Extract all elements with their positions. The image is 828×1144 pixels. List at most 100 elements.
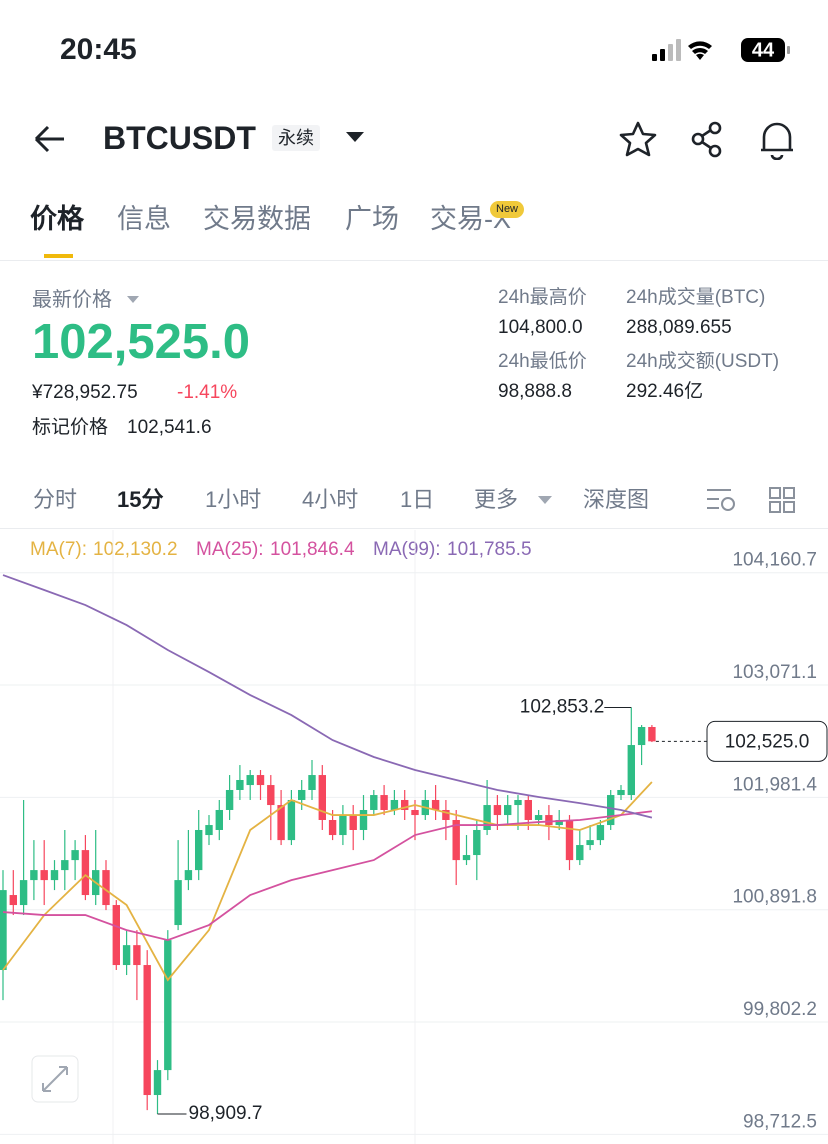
candle-body: [462, 855, 471, 861]
candle-body: [442, 809, 450, 820]
candle-body: [277, 805, 285, 841]
candle-body: [411, 809, 419, 816]
divider: [0, 528, 828, 529]
status-icons: 44: [652, 38, 790, 62]
chart-tools: [707, 487, 795, 513]
candle-body: [359, 809, 368, 830]
more-dropdown: [538, 496, 552, 504]
candle-body: [153, 1070, 162, 1096]
candle-body: [81, 850, 90, 896]
legend-value: 102,130.2: [93, 539, 178, 560]
cny-price: ¥728,952.75: [32, 382, 138, 403]
tab[interactable]: 交易数据: [203, 204, 311, 234]
candle-body: [617, 789, 625, 796]
tab-indicator: [44, 254, 73, 258]
layout-toggle[interactable]: [769, 487, 795, 513]
candle-body: [380, 795, 388, 810]
candle-body: [565, 819, 574, 861]
low-label: 98,909.7: [189, 1103, 263, 1124]
candle-body: [0, 890, 7, 970]
candle-body: [287, 799, 296, 841]
candle-body: [514, 799, 522, 806]
candle-body: [401, 799, 409, 810]
candle-body: [61, 860, 69, 871]
candle-body: [308, 775, 316, 790]
mark-price: 102,541.6: [127, 417, 212, 438]
interval[interactable]: 分时: [33, 487, 78, 512]
candle-body: [596, 825, 605, 841]
candle-body: [318, 775, 326, 820]
tab[interactable]: 广场: [345, 204, 399, 234]
candle-body: [627, 745, 635, 796]
indicator-settings[interactable]: [707, 489, 735, 511]
stat-value: 98,888.8: [498, 381, 572, 402]
candle-body: [40, 870, 48, 881]
status-time: 20:45: [60, 33, 137, 66]
symbol[interactable]: BTCUSDT: [103, 120, 256, 156]
interval[interactable]: 更多: [474, 487, 519, 512]
candle-body: [174, 880, 182, 926]
candle-body: [504, 805, 512, 816]
candle-body: [133, 945, 141, 966]
candle-body: [236, 779, 244, 790]
mark-price-label: 标记价格: [32, 417, 109, 438]
y-tick-label: 103,071.1: [732, 662, 817, 683]
y-tick-label: 100,891.8: [732, 887, 817, 908]
share[interactable]: [691, 121, 722, 158]
candle-body: [452, 819, 460, 861]
divider: [0, 260, 828, 261]
symbol-dropdown[interactable]: [344, 130, 366, 144]
notifications[interactable]: [761, 122, 793, 160]
new-badge: New: [490, 201, 525, 218]
stat-label: 24h成交量(BTC): [626, 287, 766, 308]
candle-body: [607, 795, 615, 826]
contract-tag: 永续: [272, 125, 320, 151]
candle-body: [215, 809, 223, 830]
legend-name: MA(7):: [30, 539, 87, 560]
candle-body: [298, 789, 306, 800]
tab[interactable]: 价格: [30, 204, 84, 234]
interval[interactable]: 4小时: [302, 487, 359, 512]
back-button[interactable]: [30, 122, 70, 156]
legend-name: MA(99):: [373, 539, 441, 560]
candle-body: [370, 795, 378, 810]
favorite[interactable]: [619, 121, 657, 157]
interval[interactable]: 深度图: [583, 487, 650, 512]
candle-body: [576, 845, 584, 861]
y-tick-label: 98,712.5: [743, 1111, 817, 1132]
legend-value: 101,846.4: [270, 539, 355, 560]
ma-line: [2, 781, 653, 982]
candle-body: [483, 805, 491, 830]
stat-value: 288,089.655: [626, 317, 732, 338]
last-price-label: 最新价格: [32, 289, 112, 311]
candle-body: [9, 895, 17, 906]
candle-body: [112, 905, 120, 966]
candle-body: [71, 850, 79, 861]
tab[interactable]: 信息: [117, 204, 171, 234]
candle-body: [184, 870, 193, 881]
candle-body: [545, 815, 553, 826]
interval[interactable]: 1小时: [205, 487, 262, 512]
interval[interactable]: 1日: [400, 487, 435, 512]
price-change: -1.41%: [177, 382, 238, 403]
expand-button[interactable]: [31, 1055, 79, 1103]
stat-value: 104,800.0: [498, 317, 583, 338]
candle-body: [30, 870, 38, 881]
candle-body: [143, 965, 151, 1096]
interval[interactable]: 15分: [117, 487, 164, 512]
candle-body: [493, 805, 502, 816]
candle-body: [195, 829, 203, 871]
candle-body: [339, 815, 347, 836]
candle-body: [637, 727, 646, 746]
candle-body: [50, 870, 59, 881]
last-price-label: 102,525.0: [725, 731, 810, 752]
candle-body: [586, 840, 594, 846]
candle-body: [164, 940, 172, 1071]
last-price: 102,525.0: [32, 315, 250, 369]
candle-body: [205, 825, 213, 836]
candle-body: [390, 799, 399, 810]
y-tick-label: 101,981.4: [732, 774, 817, 795]
